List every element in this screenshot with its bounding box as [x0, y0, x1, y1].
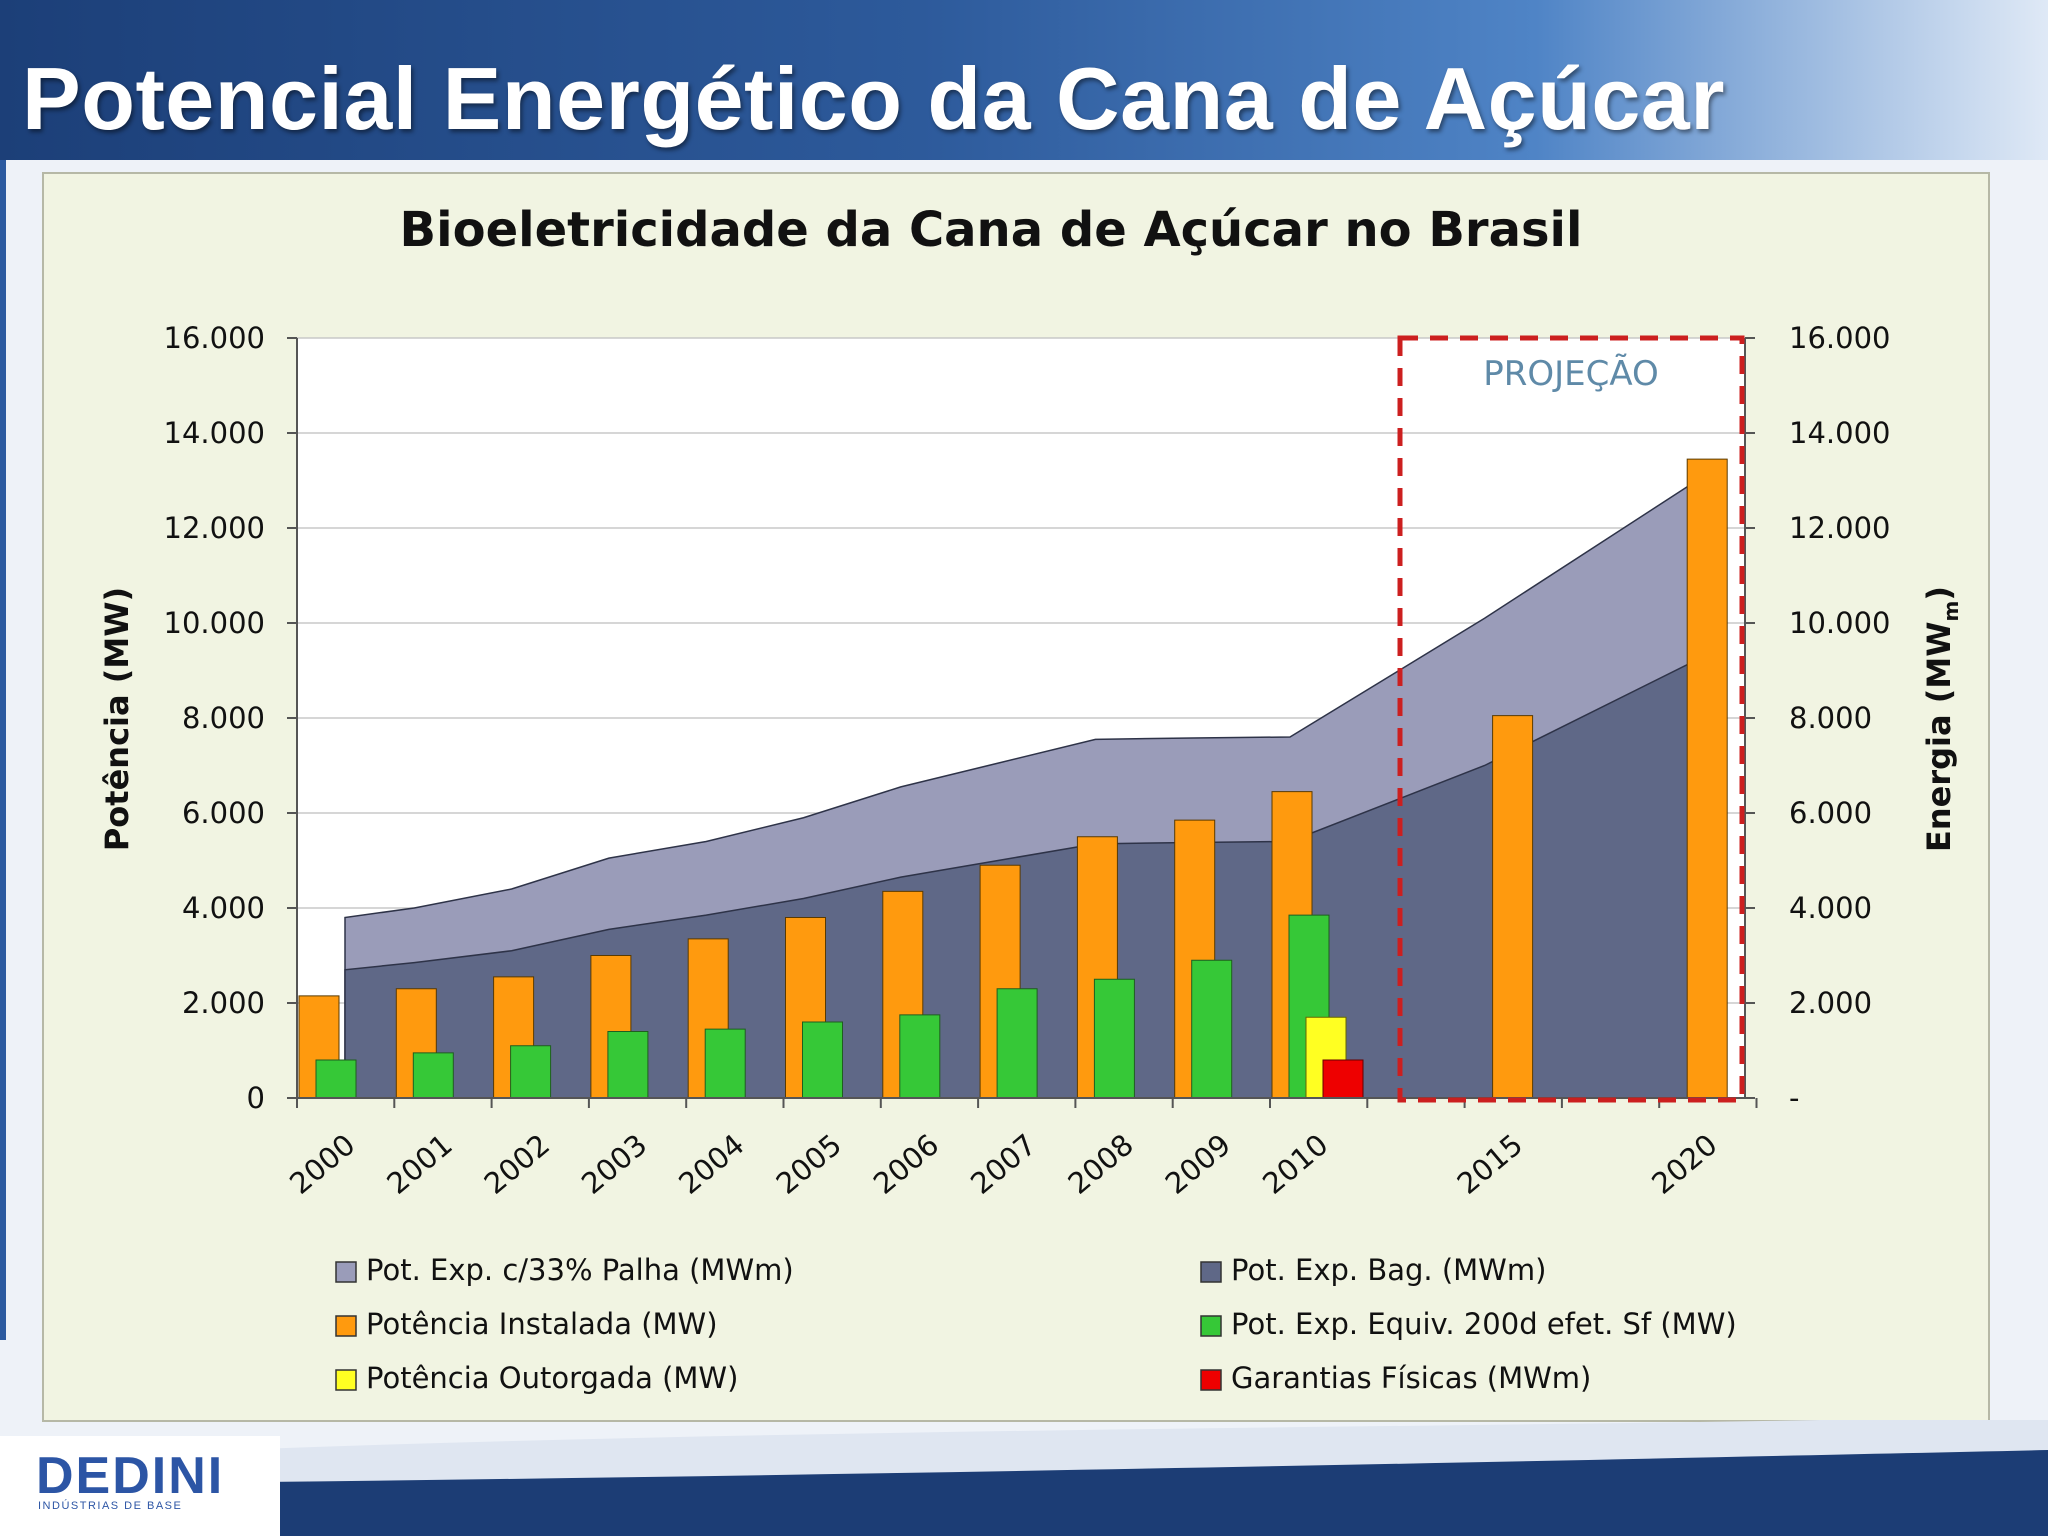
- bottom-swoosh: [0, 1420, 2048, 1536]
- legend-swatch: [335, 1315, 357, 1337]
- x-tick-label: 2003: [575, 1127, 653, 1200]
- bar-pot-exp-equiv-2004: [704, 1028, 746, 1099]
- x-tick-label: 2008: [1062, 1127, 1140, 1200]
- x-tick-label: 2006: [867, 1127, 945, 1200]
- y-axis-label-left: Potência (MW): [98, 587, 136, 851]
- projection-outline: [1397, 335, 1745, 1103]
- bar-potencia-instalada-2015: [1492, 715, 1534, 1099]
- legend-swatch: [1200, 1261, 1222, 1283]
- y-tick-label-right: 16.000: [1789, 321, 1890, 355]
- x-tick-label: 2001: [380, 1127, 458, 1200]
- bar-pot-exp-equiv-2003: [607, 1031, 649, 1099]
- projection-box: PROJEÇÃO: [1397, 335, 1745, 1103]
- legend-label: Potência Outorgada (MW): [366, 1361, 738, 1395]
- title-banner: [0, 0, 2048, 160]
- legend-label: Pot. Exp. c/33% Palha (MWm): [366, 1253, 794, 1287]
- x-tick-label: 2015: [1451, 1127, 1529, 1200]
- legend-label: Garantias Físicas (MWm): [1231, 1361, 1591, 1395]
- y-tick-label-left: 6.000: [182, 796, 265, 830]
- y-axis-label-right: Energia (MWm): [1920, 586, 1963, 852]
- x-tick-label: 2002: [478, 1127, 556, 1200]
- y-tick-label-left: 8.000: [182, 701, 265, 735]
- y-tick-label-right: 10.000: [1789, 606, 1890, 640]
- projection-label: PROJEÇÃO: [1483, 354, 1659, 394]
- bar-pot-exp-equiv-2008: [1093, 978, 1135, 1099]
- y-tick-label-left: 4.000: [182, 891, 265, 925]
- y-tick-label-right: -: [1789, 1081, 1799, 1115]
- company-logo: DEDINI: [36, 1447, 225, 1505]
- y-tick-label-left: 12.000: [164, 511, 265, 545]
- x-tick-label: 2010: [1256, 1127, 1334, 1200]
- x-tick-label: 2020: [1645, 1127, 1723, 1200]
- company-tagline: INDÚSTRIAS DE BASE: [38, 1500, 183, 1512]
- legend-swatch: [335, 1261, 357, 1283]
- area-bagaco: [344, 655, 1705, 1099]
- bar-pot-exp-equiv-2000: [315, 1059, 357, 1099]
- x-tick-label: 2007: [964, 1127, 1042, 1200]
- left-accent-strip: [0, 160, 6, 1340]
- y-tick-label-right: 6.000: [1789, 796, 1872, 830]
- y-tick-label-right: 14.000: [1789, 416, 1890, 450]
- slide-title: Potencial Energético da Cana de Açúcar: [22, 49, 1725, 148]
- x-tick-label: 2009: [1159, 1127, 1237, 1200]
- bar-potencia-instalada-2020: [1686, 458, 1728, 1099]
- y-tick-label-left: 14.000: [164, 416, 265, 450]
- y-tick-label-right: 8.000: [1789, 701, 1872, 735]
- y-tick-label-left: 2.000: [182, 986, 265, 1020]
- bar-pot-exp-equiv-2009: [1191, 959, 1233, 1099]
- chart: Bioeletricidade da Cana de Açúcar no Bra…: [98, 202, 1963, 1395]
- legend-label: Pot. Exp. Equiv. 200d efet. Sf (MW): [1231, 1307, 1737, 1341]
- legend-label: Pot. Exp. Bag. (MWm): [1231, 1253, 1546, 1287]
- swoosh-dark: [260, 1450, 2048, 1536]
- x-tick-label: 2004: [672, 1127, 750, 1200]
- y-tick-label-right: 2.000: [1789, 986, 1872, 1020]
- x-tick-label: 2005: [770, 1127, 848, 1200]
- chart-panel: Bioeletricidade da Cana de Açúcar no Bra…: [42, 172, 1990, 1422]
- legend-swatch: [1200, 1369, 1222, 1391]
- legend-swatch: [335, 1369, 357, 1391]
- y-tick-label-right: 4.000: [1789, 891, 1872, 925]
- bar-pot-exp-equiv-2002: [510, 1045, 552, 1099]
- bar-pot-exp-equiv-2001: [412, 1052, 454, 1099]
- y-tick-label-left: 16.000: [164, 321, 265, 355]
- y-tick-label-left: 0: [247, 1081, 265, 1115]
- logo-box: [0, 1436, 280, 1536]
- x-tick-label: 2000: [283, 1127, 361, 1200]
- chart-title: Bioeletricidade da Cana de Açúcar no Bra…: [400, 202, 1583, 258]
- legend-label: Potência Instalada (MW): [366, 1307, 718, 1341]
- legend-swatch: [1200, 1315, 1222, 1337]
- bar-garantias-fisicas-2010: [1322, 1059, 1364, 1099]
- y-tick-label-left: 10.000: [164, 606, 265, 640]
- bar-series: [298, 458, 1728, 1099]
- bar-pot-exp-equiv-2005: [802, 1021, 843, 1099]
- y-tick-label-right: 12.000: [1789, 511, 1890, 545]
- bar-pot-exp-equiv-2006: [899, 1014, 941, 1099]
- legend: Pot. Exp. c/33% Palha (MWm) Pot. Exp. Bag…: [335, 1253, 1737, 1395]
- area-series: [344, 474, 1705, 1099]
- bar-pot-exp-equiv-2007: [996, 988, 1038, 1099]
